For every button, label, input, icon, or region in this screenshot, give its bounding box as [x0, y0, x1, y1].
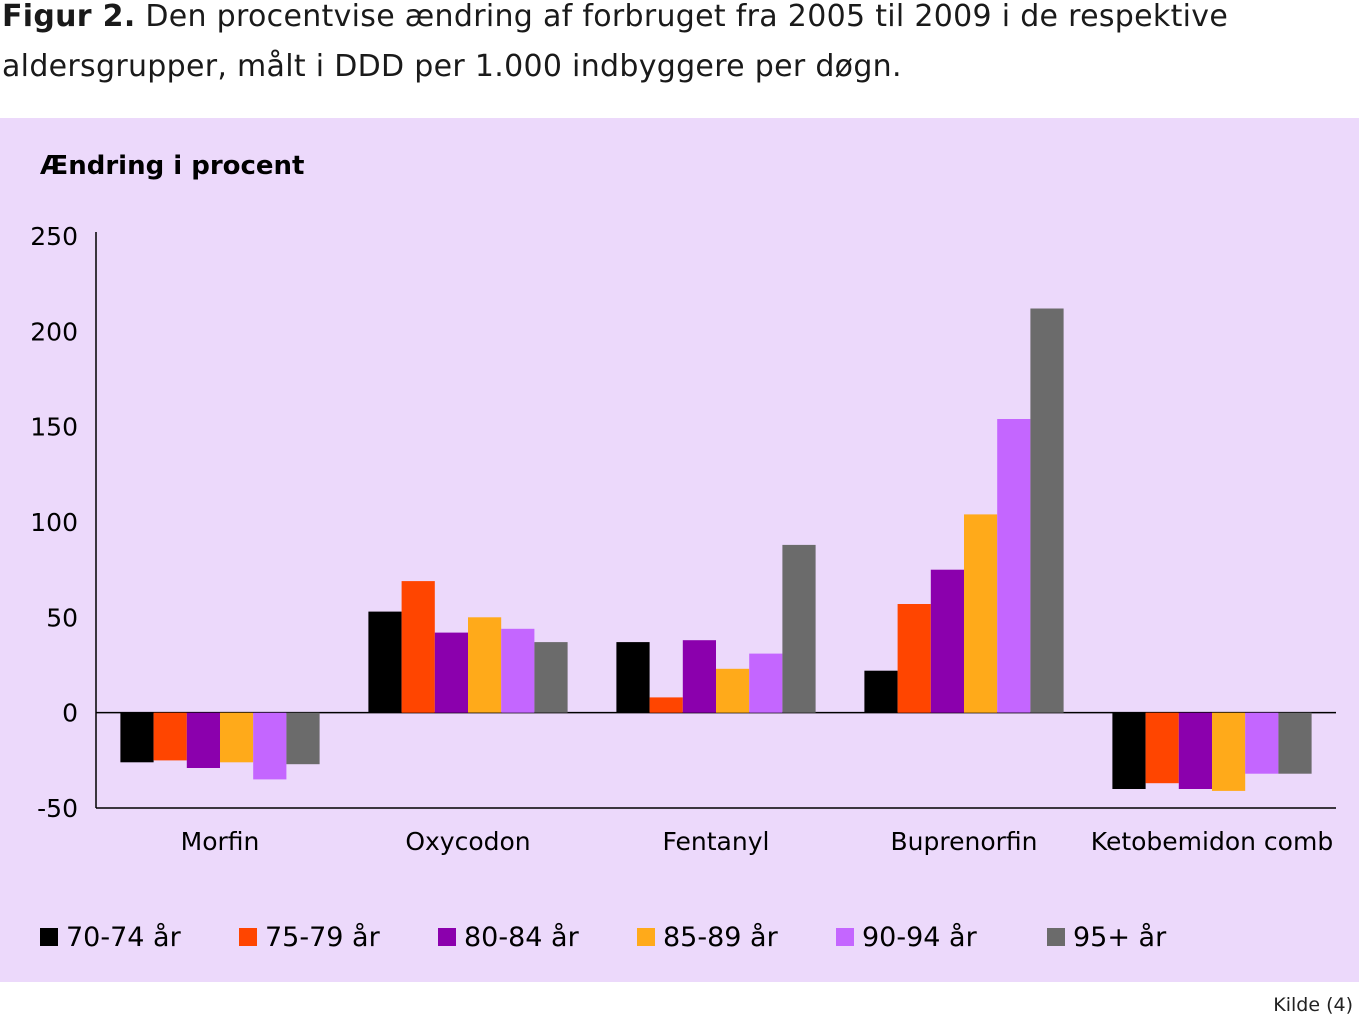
bar	[782, 544, 816, 713]
bar	[120, 712, 154, 763]
bar	[253, 712, 287, 780]
bar	[1145, 712, 1179, 784]
figure-caption-text: Den procentvise ændring af forbruget fra…	[2, 0, 1229, 84]
legend-label: 85-89 år	[663, 922, 779, 953]
bar	[1245, 712, 1279, 774]
bar	[616, 642, 650, 713]
bar	[864, 670, 898, 713]
bar	[286, 712, 320, 765]
bar	[1030, 308, 1064, 713]
bar	[749, 653, 783, 713]
bar	[534, 642, 568, 713]
source-note: Kilde (4)	[1273, 994, 1353, 1016]
legend-swatch	[40, 928, 58, 946]
bar	[897, 604, 931, 713]
bar	[930, 569, 964, 713]
bar	[716, 668, 750, 713]
legend-swatch	[1047, 928, 1065, 946]
y-axis-title: Ændring i procent	[40, 151, 304, 181]
x-category-label: Morfin	[181, 827, 260, 856]
legend-swatch	[239, 928, 257, 946]
y-tick-label: 200	[30, 317, 78, 346]
legend-label: 70-74 år	[66, 922, 182, 953]
y-tick-label: -50	[37, 794, 78, 823]
figure-caption: Figur 2. Den procentvise ændring af forb…	[2, 0, 1357, 92]
bar	[649, 697, 683, 713]
y-tick-label: 100	[30, 508, 78, 537]
bar	[468, 617, 502, 713]
bar	[1178, 712, 1212, 789]
bar	[1278, 712, 1312, 774]
bar	[1112, 712, 1146, 789]
legend-label: 95+ år	[1073, 922, 1167, 953]
x-category-label: Oxycodon	[405, 827, 530, 856]
y-tick-label: 150	[30, 413, 78, 442]
y-tick-label: 0	[62, 699, 78, 728]
bar	[401, 581, 435, 713]
legend-swatch	[637, 928, 655, 946]
bar	[964, 514, 998, 713]
legend-label: 90-94 år	[862, 922, 978, 953]
bar	[220, 712, 254, 763]
y-tick-label: 250	[30, 222, 78, 251]
x-category-label: Fentanyl	[663, 827, 770, 856]
bar	[153, 712, 187, 761]
figure-label: Figur 2.	[2, 0, 136, 34]
bar	[368, 611, 402, 713]
bar	[997, 419, 1031, 713]
x-category-label: Buprenorfin	[891, 827, 1038, 856]
chart-panel	[0, 118, 1359, 982]
bar	[434, 632, 468, 713]
legend-swatch	[836, 928, 854, 946]
bar	[501, 628, 535, 713]
legend-swatch	[438, 928, 456, 946]
bar	[1212, 712, 1246, 791]
x-category-label: Ketobemidon comb	[1091, 827, 1333, 856]
bar	[682, 640, 716, 713]
bar	[186, 712, 220, 768]
legend-label: 75-79 år	[265, 922, 381, 953]
y-tick-label: 50	[46, 603, 78, 632]
legend-label: 80-84 år	[464, 922, 580, 953]
